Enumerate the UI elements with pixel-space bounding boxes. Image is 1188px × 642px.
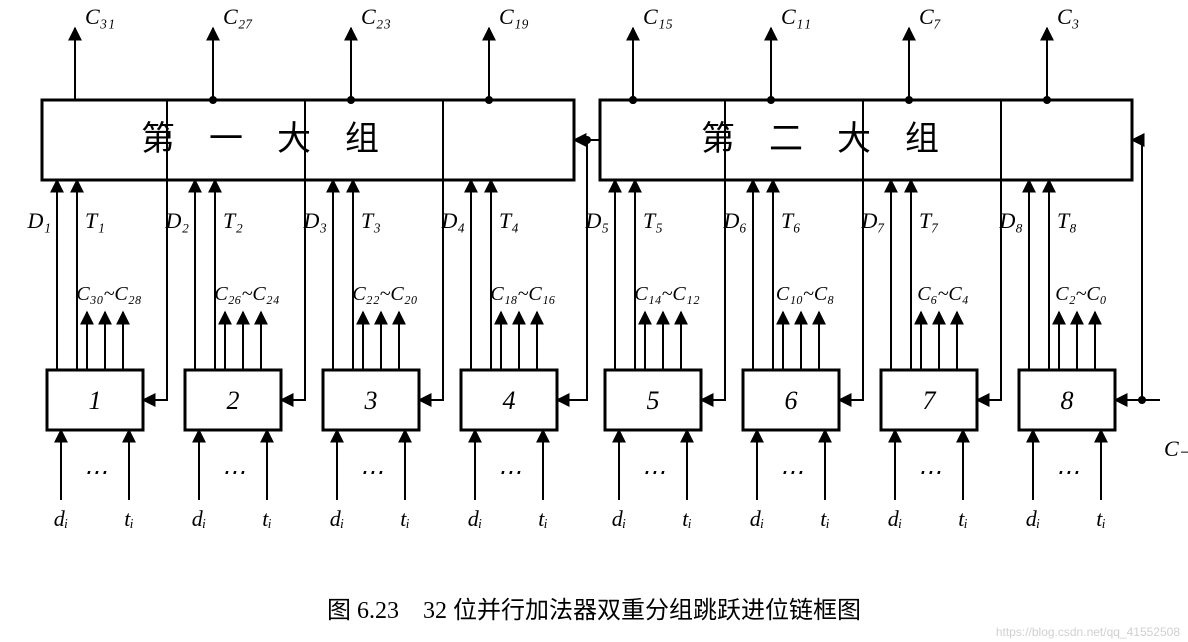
label: 8 [1061,386,1074,415]
label: ⋯ [641,460,665,486]
label: C₂~C₀ [1055,283,1106,305]
label: C₂₂~C₂₀ [352,283,417,305]
label: dᵢ [888,506,902,531]
label: C₂₆~C₂₄ [214,283,279,305]
label: 6 [785,386,798,415]
label: C₁₅ [643,4,673,29]
label: T₂ [223,208,243,233]
label: dᵢ [54,506,68,531]
label: tᵢ [820,506,830,531]
label: tᵢ [1096,506,1106,531]
label: ⋯ [779,460,803,486]
label: C₁₉ [499,4,529,29]
label: T₆ [781,208,801,233]
label: dᵢ [330,506,344,531]
label: 图 6.23 32 位并行加法器双重分组跳跃进位链框图 [327,597,861,624]
label: dᵢ [1026,506,1040,531]
label: C₁₄~C₁₂ [634,283,699,305]
label: C₆~C₄ [917,283,968,305]
label: D₁ [26,208,51,233]
label: D₇ [860,208,885,233]
label: tᵢ [400,506,410,531]
label: dᵢ [750,506,764,531]
label: tᵢ [124,506,134,531]
label: tᵢ [538,506,548,531]
label: ⋯ [83,460,107,486]
label: C₃ [1057,4,1079,29]
label: T₇ [919,208,939,233]
watermark: https://blog.csdn.net/qq_41552508 [996,625,1180,639]
label: D₃ [302,208,327,233]
label: C₁₀~C₈ [776,283,834,305]
label: ⋯ [1055,460,1079,486]
label: ⋯ [359,460,383,486]
label: C₂₃ [361,4,391,29]
label: C₂₇ [223,4,253,29]
label: T₈ [1057,208,1077,233]
label: 5 [647,386,660,415]
label: 7 [923,386,937,415]
label: C₃₀~C₂₈ [76,283,141,305]
label: C₁₈~C₁₆ [490,283,555,305]
label: dᵢ [612,506,626,531]
label: dᵢ [468,506,482,531]
label: T₅ [643,208,663,233]
label: 第 一 大 组 [141,120,379,158]
label: tᵢ [262,506,272,531]
label: C₇ [919,4,941,29]
label: D₂ [164,208,189,233]
label: ⋯ [221,460,245,486]
label: 3 [364,386,378,415]
label: tᵢ [958,506,968,531]
label: D₆ [722,208,747,233]
label: ⋯ [917,460,941,486]
label: D₅ [584,208,609,233]
label: C₃₁ [85,4,115,29]
label: ⋯ [497,460,521,486]
label: T₃ [361,208,381,233]
label: D₈ [998,208,1023,233]
label: D₄ [440,208,465,233]
label: tᵢ [682,506,692,531]
label: T₁ [85,208,105,233]
label: 第 二 大 组 [701,120,939,158]
label: 4 [503,386,516,415]
label: dᵢ [192,506,206,531]
label: T₄ [499,208,519,233]
label: C₋₁ [1164,436,1188,461]
label: C₁₁ [781,4,811,29]
label: 2 [227,386,240,415]
label: 1 [89,386,102,415]
